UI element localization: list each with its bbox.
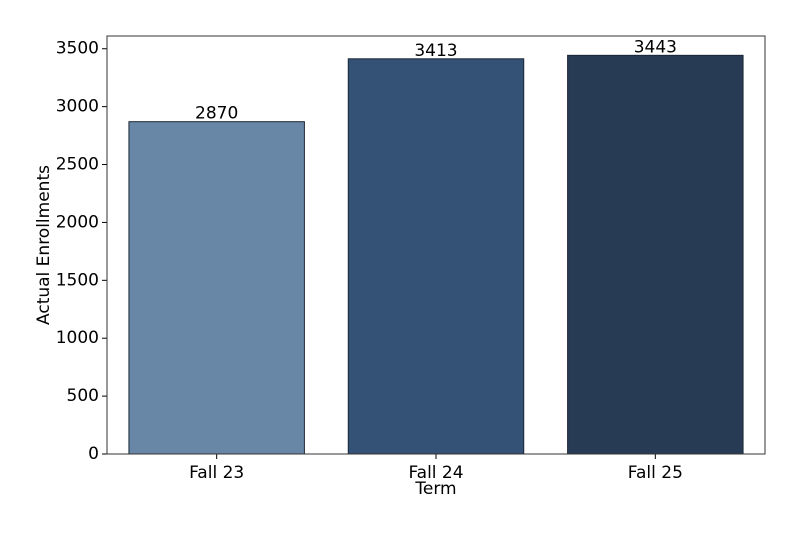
- y-tick-label: 2500: [56, 155, 99, 175]
- y-tick-label: 0: [88, 444, 99, 464]
- y-tick-label: 3000: [56, 97, 99, 117]
- data-label: 3413: [414, 41, 457, 61]
- y-tick-label: 2000: [56, 212, 99, 232]
- data-label: 3443: [634, 37, 677, 57]
- y-tick-label: 500: [67, 386, 99, 406]
- y-tick-label: 1500: [56, 270, 99, 290]
- y-tick-label: 1000: [56, 328, 99, 348]
- bar: [347, 58, 525, 455]
- data-label: 2870: [195, 104, 238, 124]
- bar: [567, 54, 744, 455]
- x-tick-label: Fall 24: [408, 463, 463, 483]
- x-tick-label: Fall 23: [189, 463, 244, 483]
- x-axis-label: Term: [414, 479, 456, 499]
- plot-frame: [106, 35, 766, 455]
- y-tick-label: 3500: [56, 39, 99, 59]
- y-axis-label: Actual Enrollments: [34, 165, 54, 325]
- x-tick-label: Fall 25: [628, 463, 683, 483]
- bar: [128, 121, 305, 455]
